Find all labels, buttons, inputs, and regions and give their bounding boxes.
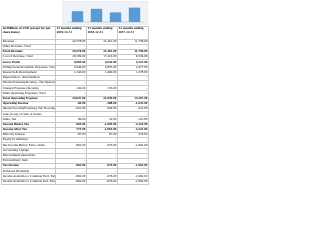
- table-row: Discontinued Operations - - -: [1, 152, 149, 159]
- value-cell: -1,962.00: [117, 178, 149, 185]
- header-row: In Millions of USD (except for per share…: [1, 26, 149, 40]
- table-row: Interest Expense(Income) - Net Operating…: [1, 80, 149, 87]
- header-cell: 12 months ending 2017-12-31: [117, 26, 149, 40]
- bar: [71, 11, 84, 22]
- bar: [109, 12, 122, 22]
- table-row: Revenue 24,578.00 21,461.00 11,758.00: [1, 38, 149, 45]
- label-cell: Income Available to Common Incl. Extra I…: [1, 178, 56, 185]
- table-row: Research & Development 1,343.00 1,460.00 1,…: [1, 69, 149, 76]
- header-cell: 12 months ending 2018-12-31: [86, 26, 118, 40]
- page: In Millions of USD (except for per share…: [0, 0, 149, 198]
- value-cell: -862.00: [55, 178, 87, 185]
- value-cell: -976.00: [86, 178, 118, 185]
- income-table: In Millions of USD (except for per share…: [1, 26, 149, 185]
- chart: [62, 1, 148, 25]
- header-cell: 12 months ending 2019-12-31: [55, 26, 87, 40]
- bar: [128, 7, 141, 22]
- table-row: Income Available to Common Incl. Extra I…: [1, 178, 149, 185]
- bar: [90, 8, 103, 22]
- header-cell: In Millions of USD (except for per share…: [1, 26, 56, 40]
